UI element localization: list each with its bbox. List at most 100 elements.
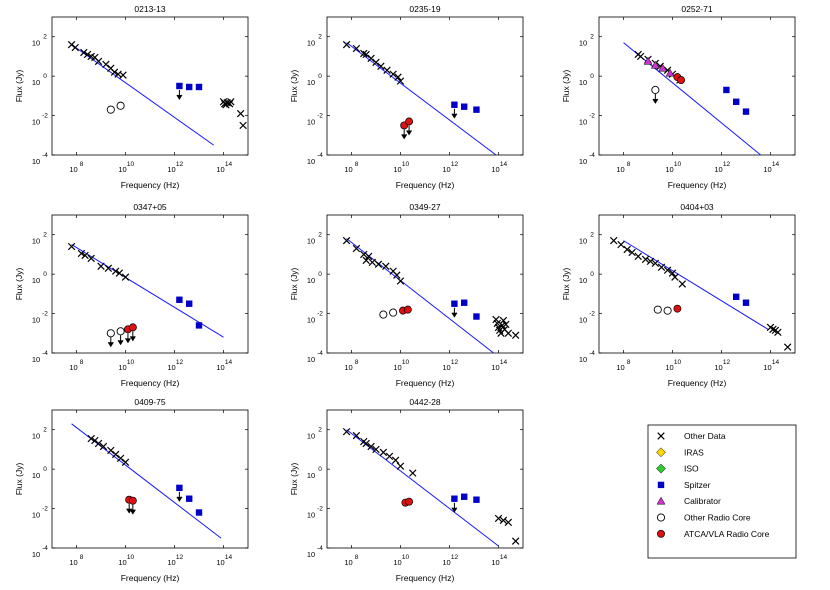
x-tick-base: 10 bbox=[393, 165, 401, 174]
spitzer-point bbox=[473, 106, 480, 113]
legend-label: ISO bbox=[684, 464, 699, 474]
y-axis-label: Flux (Jy) bbox=[289, 268, 299, 301]
x-tick-exponent: 8 bbox=[80, 161, 84, 168]
sed-panel-0409-75: 0409-7510810101012101410210010-210-4Freq… bbox=[14, 397, 249, 583]
other-data-point bbox=[393, 271, 401, 279]
y-tick-base: 10 bbox=[32, 471, 40, 480]
y-tick-exponent: 0 bbox=[318, 73, 322, 80]
x-tick-exponent: 14 bbox=[772, 161, 780, 168]
x-tick-base: 10 bbox=[491, 363, 499, 372]
spitzer-point bbox=[733, 98, 740, 105]
fit-line bbox=[346, 238, 494, 353]
other-data-point bbox=[651, 259, 660, 268]
other-data-point bbox=[396, 77, 405, 85]
y-tick-base: 10 bbox=[307, 78, 315, 87]
legend-label: Other Radio Core bbox=[684, 513, 751, 523]
x-axis-label: Frequency (Hz) bbox=[121, 180, 180, 190]
y-tick-base: 10 bbox=[579, 355, 587, 364]
other-radio-core-point bbox=[651, 85, 660, 94]
atca-vla-core-upper-limit-arrow bbox=[406, 125, 412, 136]
x-tick-base: 10 bbox=[216, 558, 224, 567]
axes-box bbox=[598, 16, 796, 156]
y-tick-exponent: 2 bbox=[590, 232, 594, 239]
y-tick-exponent: 2 bbox=[318, 427, 322, 434]
other-data-point bbox=[636, 52, 645, 61]
x-tick-base: 10 bbox=[216, 165, 224, 174]
x-tick-base: 10 bbox=[344, 363, 352, 372]
x-tick-base: 10 bbox=[714, 363, 722, 372]
x-tick-exponent: 12 bbox=[451, 554, 459, 561]
spitzer-point bbox=[742, 299, 750, 306]
y-axis-label: Flux (Jy) bbox=[289, 70, 299, 103]
other-data-point bbox=[116, 454, 125, 463]
sed-panel-0404+03: 0404+0310810101012101410210010-210-4Freq… bbox=[561, 202, 796, 388]
other-radio-core-point bbox=[106, 105, 115, 114]
atca-vla-core-upper-limit-arrow bbox=[129, 331, 136, 342]
spitzer-point bbox=[195, 509, 203, 516]
other-data-point bbox=[97, 262, 105, 270]
panel-title: 0404+03 bbox=[680, 202, 714, 212]
x-tick-exponent: 12 bbox=[176, 161, 184, 168]
y-tick-base: 10 bbox=[32, 78, 40, 87]
spitzer-point bbox=[473, 313, 480, 320]
spitzer-point bbox=[176, 296, 183, 303]
fit-line bbox=[71, 44, 214, 146]
y-tick-base: 10 bbox=[307, 118, 315, 127]
x-tick-base: 10 bbox=[616, 363, 624, 372]
spitzer-upper-limit-arrow bbox=[451, 307, 458, 318]
atca-vla-core-point bbox=[405, 497, 414, 506]
other-data-point bbox=[385, 452, 394, 461]
y-tick-base: 10 bbox=[307, 432, 315, 441]
spitzer-upper-limit-arrow bbox=[176, 90, 183, 100]
y-axis-label: Flux (Jy) bbox=[14, 70, 24, 103]
y-tick-exponent: -2 bbox=[42, 311, 48, 318]
spitzer-point bbox=[451, 101, 458, 108]
y-tick-base: 10 bbox=[579, 118, 587, 127]
y-tick-exponent: -4 bbox=[42, 350, 48, 357]
y-tick-base: 10 bbox=[579, 78, 587, 87]
other-data-point bbox=[107, 446, 115, 455]
y-tick-base: 10 bbox=[32, 550, 40, 559]
y-tick-exponent: 0 bbox=[43, 271, 47, 278]
x-tick-base: 10 bbox=[393, 363, 401, 372]
spitzer-point bbox=[451, 300, 458, 307]
y-tick-exponent: 2 bbox=[43, 34, 47, 41]
y-axis-label: Flux (Jy) bbox=[14, 268, 24, 301]
atca-vla-core-upper-limit-arrow bbox=[125, 333, 131, 344]
x-tick-exponent: 8 bbox=[80, 359, 84, 366]
atca-vla-core-point bbox=[677, 76, 686, 85]
panel-title: 0409-75 bbox=[134, 397, 165, 407]
other-data-point bbox=[394, 73, 402, 81]
x-tick-exponent: 12 bbox=[451, 161, 459, 168]
other-data-point bbox=[83, 50, 92, 59]
atca-vla-core-point bbox=[403, 305, 412, 314]
x-tick-exponent: 14 bbox=[772, 359, 780, 366]
spitzer-point bbox=[461, 103, 468, 110]
other-data-point bbox=[119, 71, 127, 79]
other-data-point bbox=[504, 518, 513, 527]
sed-panel-0349-27: 0349-2710810101012101410210010-210-4Freq… bbox=[289, 202, 524, 388]
other-data-point bbox=[774, 328, 782, 337]
atca-vla-core-upper-limit-arrow bbox=[401, 129, 408, 140]
other-data-point bbox=[504, 329, 513, 338]
other-radio-core-point bbox=[116, 101, 125, 110]
panel-title: 0213-13 bbox=[134, 4, 165, 14]
x-tick-base: 10 bbox=[442, 363, 450, 372]
x-axis-label: Frequency (Hz) bbox=[668, 180, 727, 190]
x-tick-base: 10 bbox=[763, 165, 771, 174]
other-data-point bbox=[94, 439, 103, 448]
x-tick-base: 10 bbox=[665, 363, 673, 372]
other-data-point bbox=[99, 442, 108, 451]
other-data-point bbox=[372, 445, 380, 454]
y-tick-exponent: -2 bbox=[317, 113, 323, 120]
other-data-point bbox=[368, 258, 377, 267]
other-data-point bbox=[111, 267, 120, 275]
x-tick-base: 10 bbox=[69, 363, 77, 372]
y-tick-exponent: 0 bbox=[43, 73, 47, 80]
other-data-point bbox=[646, 257, 655, 266]
other-data-point bbox=[360, 49, 368, 58]
y-tick-exponent: 2 bbox=[590, 34, 594, 41]
x-tick-exponent: 14 bbox=[225, 161, 233, 168]
legend-label: Calibrator bbox=[684, 496, 721, 506]
